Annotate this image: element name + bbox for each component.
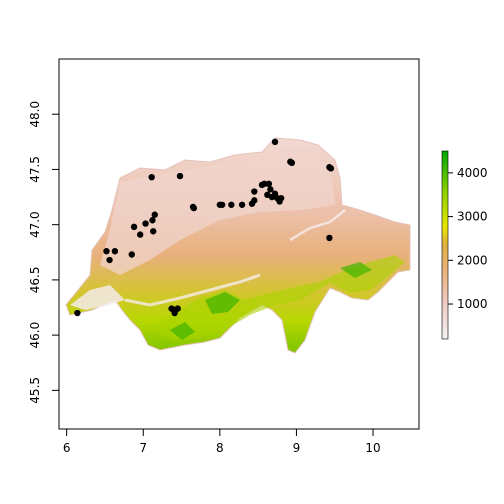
x-tick-label: 7	[139, 441, 147, 455]
data-point-9	[151, 211, 158, 218]
legend-colorbar	[441, 150, 449, 340]
data-point-2	[106, 256, 113, 264]
data-point-8	[149, 217, 156, 224]
data-point-10	[150, 228, 157, 235]
data-point-6	[136, 231, 144, 238]
y-tick-label: 47.5	[28, 156, 42, 183]
data-point-40	[327, 165, 335, 172]
data-point-0	[74, 309, 81, 317]
y-tick-label: 48.0	[28, 101, 42, 128]
y-tick-label: 46.5	[28, 267, 42, 294]
y-tick-label: 47.0	[28, 211, 42, 238]
x-tick-label: 8	[216, 441, 224, 455]
plateau-lowland	[100, 148, 335, 275]
data-point-3	[111, 247, 119, 255]
data-point-25	[251, 188, 258, 195]
data-point-11	[148, 173, 155, 181]
data-point-5	[130, 223, 138, 231]
legend-tick-label: 3000	[457, 210, 488, 224]
data-point-1	[103, 247, 110, 255]
data-point-35	[277, 194, 285, 202]
legend-tick-label: 1000	[457, 297, 488, 311]
data-point-29	[267, 186, 274, 193]
highest-massif	[170, 262, 372, 340]
elevation-legend: 1000 2000 3000 4000	[441, 150, 488, 340]
legend-tick-label: 2000	[457, 253, 488, 267]
lake-geneva	[70, 285, 125, 310]
data-point-28	[265, 180, 273, 188]
data-point-16	[176, 172, 184, 180]
data-point-21	[228, 201, 235, 208]
data-point-36	[271, 138, 279, 146]
data-point-4	[128, 251, 135, 258]
y-tick-label: 45.5	[28, 377, 42, 404]
alpine-peaks	[150, 255, 405, 340]
legend-ticks: 1000 2000 3000 4000	[448, 166, 488, 311]
data-point-15	[174, 305, 181, 312]
switzerland-terrain	[65, 137, 411, 354]
observation-points	[74, 138, 335, 317]
data-point-18	[190, 204, 198, 212]
data-point-22	[238, 201, 246, 208]
data-point-27	[261, 180, 268, 188]
data-point-24	[251, 197, 258, 204]
data-point-41	[326, 234, 333, 242]
data-point-38	[288, 159, 296, 167]
x-tick-label: 10	[365, 441, 380, 455]
y-tick-label: 46.0	[28, 322, 42, 349]
x-tick-label: 6	[63, 441, 71, 455]
x-axis: 6 7 8 9 10	[63, 428, 381, 455]
valley-rhone	[124, 273, 261, 307]
data-point-7	[142, 220, 149, 227]
valley-rhine	[289, 209, 346, 242]
legend-tick-label: 4000	[457, 166, 488, 180]
data-point-20	[218, 201, 226, 208]
x-tick-label: 9	[293, 441, 301, 455]
y-axis: 45.5 46.0 46.5 47.0 47.5 48.0	[28, 101, 60, 404]
